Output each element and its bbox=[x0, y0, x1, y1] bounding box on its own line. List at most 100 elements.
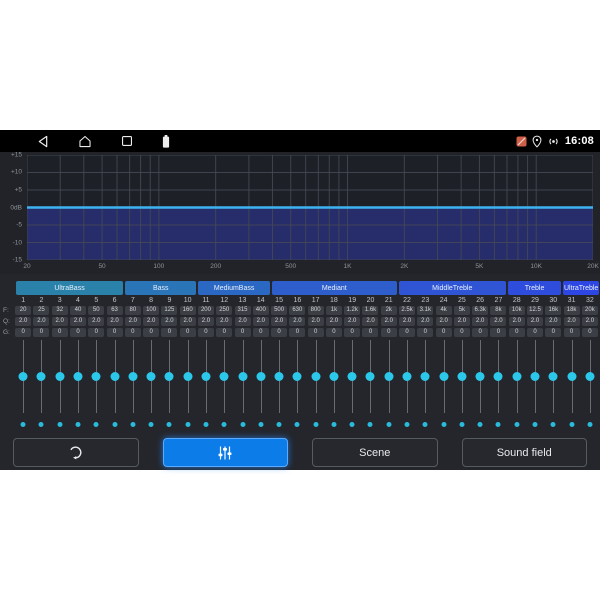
band-number-text: 1 bbox=[21, 297, 26, 304]
slider-thumb[interactable] bbox=[73, 372, 83, 381]
slider-thumb[interactable] bbox=[530, 372, 540, 381]
slider-thumb[interactable] bbox=[55, 372, 65, 381]
band-gain-cell: 0 bbox=[489, 328, 507, 337]
band-slider[interactable] bbox=[307, 338, 325, 431]
band-q-value: 2.0 bbox=[472, 317, 489, 326]
band-gain-cell: 0 bbox=[14, 328, 32, 337]
recents-icon[interactable] bbox=[121, 135, 133, 147]
slider-thumb[interactable] bbox=[365, 372, 375, 381]
slider-thumb[interactable] bbox=[585, 372, 595, 381]
reset-button[interactable] bbox=[13, 438, 139, 467]
slider-thumb[interactable] bbox=[329, 372, 339, 381]
band-number-text: 18 bbox=[330, 297, 338, 304]
band-slider[interactable] bbox=[105, 338, 123, 431]
slider-thumb[interactable] bbox=[164, 372, 174, 381]
row-label: G: bbox=[3, 329, 10, 336]
band-freq-cell: 315 bbox=[233, 306, 251, 315]
band-freq-value: 160 bbox=[179, 306, 196, 315]
band-slider[interactable] bbox=[361, 338, 379, 431]
band-gain-cell: 0 bbox=[179, 328, 197, 337]
band-gain-cell: 0 bbox=[215, 328, 233, 337]
slider-thumb[interactable] bbox=[36, 372, 46, 381]
slider-thumb[interactable] bbox=[420, 372, 430, 381]
band-slider[interactable] bbox=[526, 338, 544, 431]
slider-thumb[interactable] bbox=[457, 372, 467, 381]
band-slider[interactable] bbox=[489, 338, 507, 431]
scene-button[interactable]: Scene bbox=[312, 438, 438, 467]
band-freq-cell: 800 bbox=[307, 306, 325, 315]
band-slider[interactable] bbox=[14, 338, 32, 431]
band-slider[interactable] bbox=[233, 338, 251, 431]
slider-thumb[interactable] bbox=[146, 372, 156, 381]
back-icon[interactable] bbox=[37, 135, 49, 148]
slider-thumb[interactable] bbox=[347, 372, 357, 381]
band-gain-value: 0 bbox=[307, 328, 324, 337]
slider-thumb[interactable] bbox=[311, 372, 321, 381]
band-number: 14 bbox=[252, 297, 270, 304]
band-gain-cell: 0 bbox=[51, 328, 69, 337]
slider-thumb[interactable] bbox=[475, 372, 485, 381]
slider-thumb[interactable] bbox=[128, 372, 138, 381]
band-gain-cell: 0 bbox=[105, 328, 123, 337]
x-axis-tick: 20K bbox=[587, 263, 599, 270]
slider-dot bbox=[313, 422, 319, 427]
home-icon[interactable] bbox=[78, 135, 92, 148]
band-slider[interactable] bbox=[453, 338, 471, 431]
band-gain-cell: 0 bbox=[581, 328, 599, 337]
slider-thumb[interactable] bbox=[512, 372, 522, 381]
slider-thumb[interactable] bbox=[238, 372, 248, 381]
band-slider[interactable] bbox=[343, 338, 361, 431]
band-slider[interactable] bbox=[160, 338, 178, 431]
slider-thumb[interactable] bbox=[219, 372, 229, 381]
slider-thumb[interactable] bbox=[110, 372, 120, 381]
band-number-text: 14 bbox=[256, 297, 265, 304]
slider-thumb[interactable] bbox=[183, 372, 193, 381]
band-slider[interactable] bbox=[32, 338, 50, 431]
band-slider[interactable] bbox=[288, 338, 306, 431]
band-slider[interactable] bbox=[544, 338, 562, 431]
band-group-mediumbass: MediumBass bbox=[198, 281, 270, 295]
band-slider[interactable] bbox=[471, 338, 489, 431]
band-slider[interactable] bbox=[69, 338, 87, 431]
slider-thumb[interactable] bbox=[384, 372, 394, 381]
band-number: 30 bbox=[544, 297, 562, 304]
slider-thumb[interactable] bbox=[292, 372, 302, 381]
slider-thumb[interactable] bbox=[274, 372, 284, 381]
band-freq-cell: 32 bbox=[51, 306, 69, 315]
slider-thumb[interactable] bbox=[91, 372, 101, 381]
band-slider[interactable] bbox=[270, 338, 288, 431]
band-slider[interactable] bbox=[416, 338, 434, 431]
band-slider[interactable] bbox=[179, 338, 197, 431]
band-slider[interactable] bbox=[215, 338, 233, 431]
equalizer-tab-button[interactable] bbox=[162, 438, 288, 467]
band-slider[interactable] bbox=[252, 338, 270, 431]
slider-thumb[interactable] bbox=[256, 372, 266, 381]
slider-thumb[interactable] bbox=[439, 372, 449, 381]
band-gain-cell: 0 bbox=[288, 328, 306, 337]
band-slider[interactable] bbox=[398, 338, 416, 431]
band-q-cell: 2.0 bbox=[179, 317, 197, 326]
band-slider[interactable] bbox=[51, 338, 69, 431]
band-slider[interactable] bbox=[508, 338, 526, 431]
band-slider[interactable] bbox=[197, 338, 215, 431]
sound-field-button[interactable]: Sound field bbox=[461, 438, 587, 467]
band-slider[interactable] bbox=[87, 338, 105, 431]
band-slider[interactable] bbox=[380, 338, 398, 431]
slider-thumb[interactable] bbox=[567, 372, 577, 381]
band-number-text: 22 bbox=[403, 297, 411, 304]
slider-thumb[interactable] bbox=[18, 372, 28, 381]
band-freq-cell: 6.3k bbox=[471, 306, 489, 315]
band-slider[interactable] bbox=[562, 338, 580, 431]
slider-thumb[interactable] bbox=[402, 372, 412, 381]
slider-thumb[interactable] bbox=[201, 372, 211, 381]
band-q-cell: 2.0 bbox=[142, 317, 160, 326]
band-slider[interactable] bbox=[581, 338, 599, 431]
slider-thumb[interactable] bbox=[548, 372, 558, 381]
band-slider[interactable] bbox=[434, 338, 452, 431]
slider-dot bbox=[203, 422, 209, 427]
band-slider[interactable] bbox=[142, 338, 160, 431]
band-slider[interactable] bbox=[325, 338, 343, 431]
band-slider[interactable] bbox=[124, 338, 142, 431]
slider-thumb[interactable] bbox=[493, 372, 503, 381]
band-number-row: 1 2 3 4 5 6 7 8 9 10 11 12 13 14 15 16 17 18 19 20 21 22 23 24 2… bbox=[0, 296, 600, 305]
